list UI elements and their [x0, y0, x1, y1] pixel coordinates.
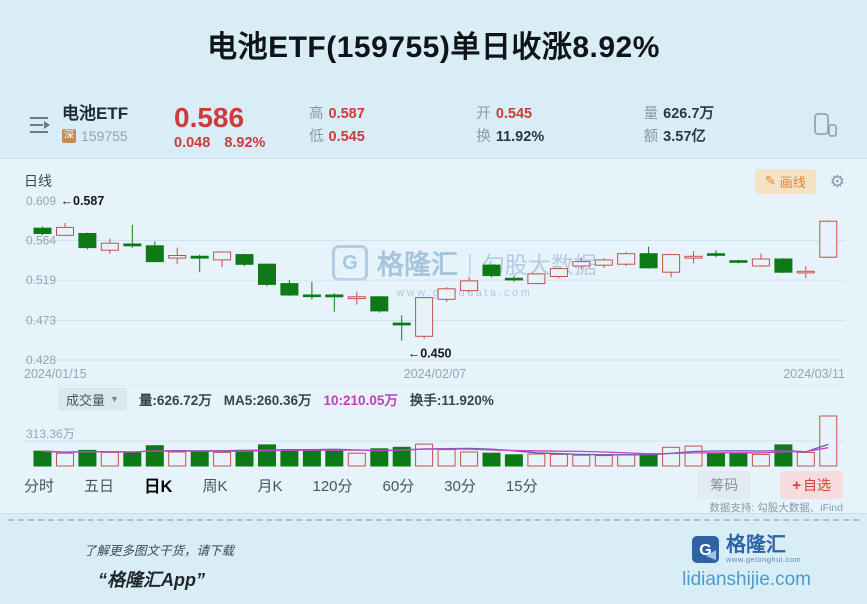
caret-down-icon: ▼ — [110, 394, 119, 404]
svg-text:←0.450: ←0.450 — [408, 347, 452, 361]
volume-value: 量:626.72万 — [138, 393, 212, 408]
volume-ma10: 10:210.05万 — [323, 393, 398, 408]
tab-30min[interactable]: 30分 — [444, 477, 476, 495]
x-label-start: 2024/01/15 — [24, 367, 87, 381]
brand-name: 格隆汇 — [725, 534, 786, 556]
tab-15min[interactable]: 15分 — [505, 477, 538, 495]
dashed-divider — [8, 519, 859, 521]
svg-text:0.473: 0.473 — [26, 314, 56, 328]
data-support-text: 数据支持: 勾股大数据、iFind — [709, 502, 843, 514]
tab-120min[interactable]: 120分 — [312, 477, 353, 495]
footer-app-name: “格隆汇App” — [98, 570, 205, 590]
volume-ma5: MA5:260.36万 — [223, 393, 312, 408]
price-block: 0.586 0.048 8.92% — [174, 102, 309, 152]
stat-low: 低 0.545 — [309, 129, 365, 145]
menu-icon[interactable] — [28, 115, 52, 135]
plus-icon: + — [792, 476, 801, 494]
period-label: 日线 — [24, 173, 52, 189]
brand-url: www.gelonghui.com — [725, 555, 802, 564]
stock-code: 159755 — [81, 128, 128, 144]
svg-text:←0.587: ←0.587 — [61, 194, 105, 208]
exchange-badge: 深 — [62, 129, 76, 143]
x-axis-labels: 2024/01/15 2024/02/07 2024/03/11 — [24, 367, 845, 381]
x-label-mid: 2024/02/07 — [403, 367, 467, 381]
svg-text:313.36万: 313.36万 — [26, 427, 75, 441]
volume-turnover: 换手:11.920% — [409, 393, 494, 408]
svg-text:0.609: 0.609 — [26, 194, 56, 208]
stat-turnover: 换 11.92% — [476, 129, 545, 145]
volume-chart[interactable]: 313.36万 — [0, 409, 867, 469]
stat-open: 开 0.545 — [476, 106, 533, 122]
tab-five-day[interactable]: 五日 — [84, 477, 115, 495]
stock-name-block: 电池ETF 深 159755 — [62, 103, 174, 144]
tab-minute[interactable]: 分时 — [24, 477, 55, 495]
svg-text:0.519: 0.519 — [26, 273, 56, 287]
tab-monthly-k[interactable]: 月K — [257, 477, 283, 495]
landscape-icon[interactable] — [811, 111, 839, 139]
quote-stats: 高 0.587 低 0.545 开 0.545 换 11.92% 量 626.7万 额 3.… — [309, 103, 811, 149]
chart-card: 日线 ✎ 画线 ⚙ G 格隆汇 | 勾股大数据 www.gogudata.com… — [0, 158, 867, 514]
footer-hint: 了解更多图文干货，请下载 — [84, 544, 235, 558]
gelonghui-logo-icon: G — [691, 536, 719, 563]
period-tabs: 分时 五日 日K 周K 月K 120分 60分 30分 15分 筹码 + 自选 — [24, 471, 843, 499]
stat-volume: 量 626.7万 — [643, 106, 714, 122]
stat-amount: 额 3.57亿 — [643, 129, 706, 145]
add-watchlist-button[interactable]: + 自选 — [780, 471, 843, 499]
svg-text:0.564: 0.564 — [26, 234, 56, 248]
gear-icon[interactable]: ⚙ — [829, 171, 845, 191]
change-abs: 0.048 — [174, 135, 211, 151]
draw-line-label: 画线 — [779, 174, 806, 190]
draw-line-button[interactable]: ✎ 画线 — [754, 168, 816, 194]
volume-indicator-selector[interactable]: 成交量 ▼ — [58, 387, 127, 411]
tab-weekly-k[interactable]: 周K — [202, 477, 228, 495]
last-price: 0.586 — [174, 102, 245, 133]
candlestick-chart[interactable]: 0.609 0.564 0.519 0.473 0.428 ←0.587 ←0.450 — [0, 191, 867, 369]
x-label-end: 2024/03/11 — [783, 367, 845, 381]
site-url: lidianshijie.com — [682, 569, 811, 590]
chart-header: 日线 ✎ 画线 ⚙ — [0, 159, 867, 197]
page-title: 电池ETF(159755)单日收涨8.92% — [207, 31, 660, 64]
footer-brand-block: G 格隆汇 www.gelonghui.com lidianshijie.com — [682, 535, 811, 591]
tab-60min[interactable]: 60分 — [382, 477, 415, 495]
stat-high: 高 0.587 — [309, 106, 365, 122]
pencil-icon: ✎ — [764, 173, 776, 188]
stock-name: 电池ETF — [62, 104, 129, 123]
svg-text:0.428: 0.428 — [26, 353, 56, 367]
volume-legend: 成交量 ▼ 量:626.72万 MA5:260.36万 10:210.05万 换… — [58, 385, 843, 411]
quote-bar: 电池ETF 深 159755 0.586 0.048 8.92% 高 0.587 … — [28, 103, 839, 157]
footer-promo: 了解更多图文干货，请下载 “格隆汇App” — [84, 540, 234, 592]
change-pct: 8.92% — [224, 135, 266, 151]
tab-daily-k[interactable]: 日K — [144, 478, 173, 496]
chips-distribution-button[interactable]: 筹码 — [698, 471, 751, 499]
